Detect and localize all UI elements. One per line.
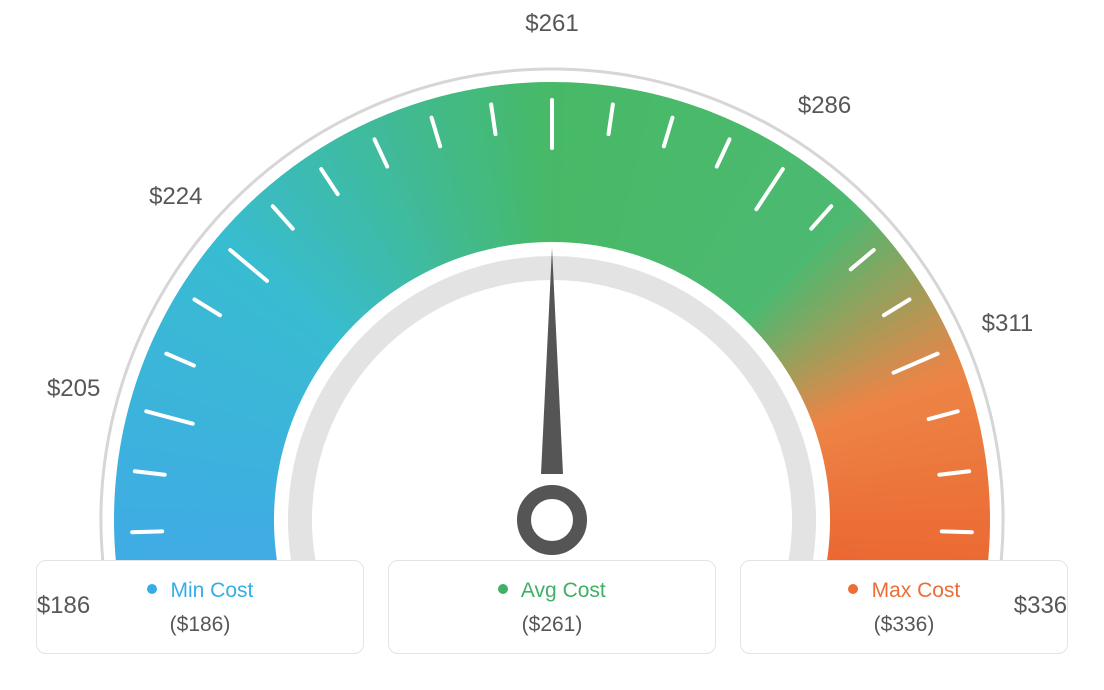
- gauge-tick-label: $261: [525, 10, 578, 38]
- legend-dot-max: [848, 584, 858, 594]
- legend-title-avg: Avg Cost: [399, 579, 705, 603]
- gauge-tick-label: $311: [982, 310, 1034, 338]
- legend-label-min: Min Cost: [170, 579, 253, 602]
- gauge-tick-label: $224: [149, 183, 202, 211]
- legend-value-avg: ($261): [399, 613, 705, 637]
- legend-dot-avg: [498, 584, 508, 594]
- legend-label-max: Max Cost: [872, 579, 961, 602]
- legend-value-min: ($186): [47, 613, 353, 637]
- legend-label-avg: Avg Cost: [521, 579, 606, 602]
- gauge-tick-label: $336: [1014, 592, 1067, 620]
- legend-card-avg: Avg Cost ($261): [388, 560, 716, 654]
- legend-title-min: Min Cost: [47, 579, 353, 603]
- legend-dot-min: [147, 584, 157, 594]
- legend-title-max: Max Cost: [751, 579, 1057, 603]
- legend-value-max: ($336): [751, 613, 1057, 637]
- gauge-tick-label: $286: [798, 92, 851, 120]
- gauge-tick-label: $186: [37, 592, 90, 620]
- cost-gauge: $186$205$224$261$286$311$336: [0, 0, 1104, 560]
- gauge-svg: [0, 0, 1104, 560]
- gauge-needle: [541, 248, 563, 474]
- legend-row: Min Cost ($186) Avg Cost ($261) Max Cost…: [0, 560, 1104, 654]
- gauge-needle-hub: [524, 492, 580, 548]
- gauge-tick-label: $205: [47, 375, 100, 403]
